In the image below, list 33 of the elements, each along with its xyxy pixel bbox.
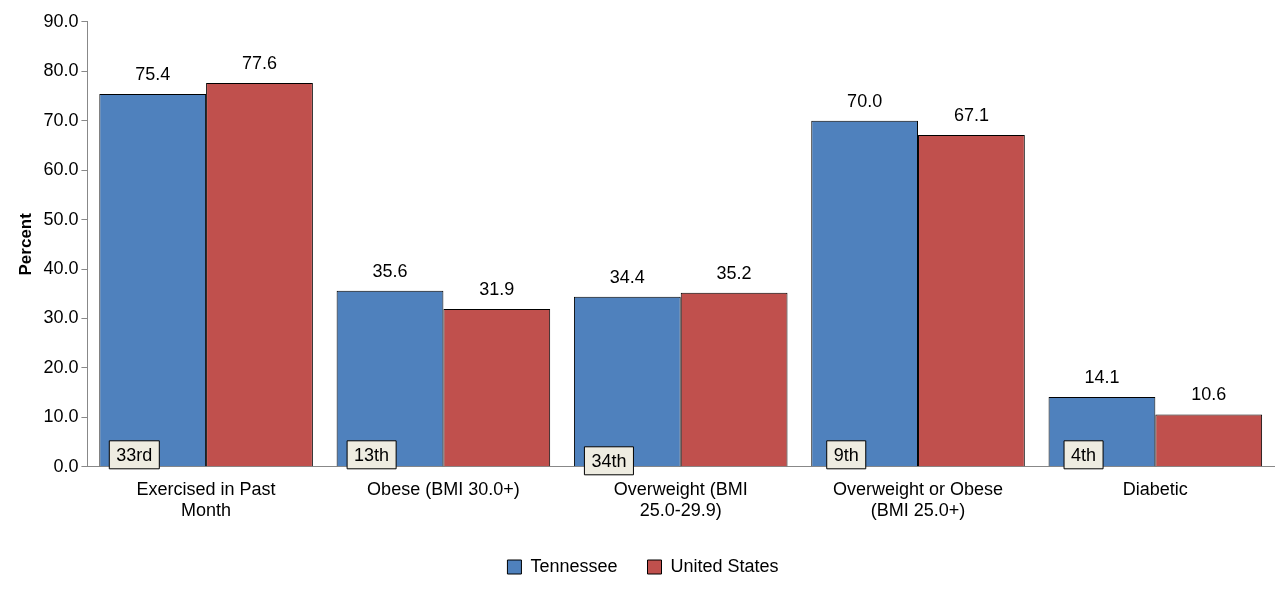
y-tick-label: 50.0 <box>43 208 79 229</box>
annotation: 34th <box>591 450 627 471</box>
y-axis-title: Percent <box>15 212 35 276</box>
data-label: 67.1 <box>953 105 989 125</box>
y-tick-label: 60.0 <box>43 159 79 180</box>
annotation: 9th <box>833 444 859 465</box>
x-tick-label: Overweight or Obese (BMI 25.0+) <box>832 478 1004 521</box>
y-tick-label: 40.0 <box>43 257 79 278</box>
x-tick-label: Obese (BMI 30.0+) <box>367 478 520 499</box>
data-label: 34.4 <box>609 266 645 287</box>
data-label: 14.1 <box>1084 367 1120 388</box>
data-label: 31.9 <box>479 279 515 300</box>
x-tick-label: Overweight (BMI 25.0-29.9) <box>613 478 748 521</box>
annotation: 33rd <box>116 444 153 465</box>
legend-label: United States <box>670 555 779 576</box>
annotation: 13th <box>354 444 390 465</box>
data-label: 70.0 <box>847 90 883 111</box>
data-label: 10.6 <box>1191 384 1227 405</box>
data-label: 77.6 <box>241 53 278 74</box>
y-tick-label: 90.0 <box>43 10 79 31</box>
annotation: 4th <box>1071 444 1097 465</box>
y-tick-label: 10.0 <box>43 406 79 427</box>
x-tick-label: Exercised in Past Month <box>136 478 276 521</box>
data-label: 35.2 <box>716 262 752 283</box>
y-tick-label: 30.0 <box>43 307 79 328</box>
y-tick-label: 70.0 <box>43 109 79 130</box>
x-tick-label: Diabetic <box>1122 478 1188 499</box>
y-tick-label: 0.0 <box>53 455 79 476</box>
y-tick-label: 80.0 <box>43 60 79 81</box>
data-label: 35.6 <box>372 260 408 281</box>
legend-label: Tennessee <box>530 555 618 576</box>
data-label: 75.4 <box>135 63 171 84</box>
y-tick-label: 20.0 <box>43 356 79 377</box>
